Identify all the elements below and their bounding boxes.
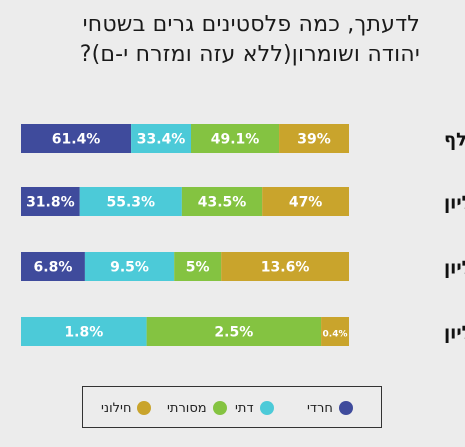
data-label: 33.4% <box>137 132 186 148</box>
circle-dot-icon <box>259 401 274 415</box>
bar-segment-hiloni <box>221 252 349 281</box>
data-label: 1.8% <box>64 325 103 341</box>
category-label: 3 מיליון <box>444 323 465 344</box>
data-label: 43.5% <box>198 195 247 211</box>
legend-item-dati: דתי <box>235 399 274 417</box>
bar-segment-masorti <box>181 187 263 216</box>
chart-title-line-1: לדעתך, כמה פלסטינים גרים בשטחי <box>82 12 420 37</box>
bar-segment-dati <box>21 317 147 346</box>
data-label: 49.1% <box>211 132 260 148</box>
bar-segment-masorti <box>146 317 322 346</box>
data-label: 5% <box>186 260 210 276</box>
legend-label-haredi: חרדי <box>307 400 333 416</box>
category-label: 750 אלף <box>444 130 465 151</box>
chart-title: לדעתך, כמה פלסטינים גרים בשטחי יהודה ושו… <box>20 10 420 70</box>
legend-label-dati: דתי <box>235 400 254 416</box>
category-label: 1.5 מיליון <box>444 193 465 214</box>
data-label: 2.5% <box>214 325 253 341</box>
legend-item-masorti: מסורתי <box>167 399 227 417</box>
legend-label-hiloni: חילוני <box>101 400 132 416</box>
bar-segment-masorti <box>174 252 222 281</box>
data-label: 61.4% <box>52 132 101 148</box>
bar-segment-masorti <box>191 124 280 153</box>
legend-item-haredi: חרדי <box>307 399 353 417</box>
legend: חרדי דתי מסורתי חילוני <box>82 386 382 428</box>
data-label: 55.3% <box>107 195 156 211</box>
bar-segment-hiloni <box>279 124 349 153</box>
bar-segment-haredi <box>21 187 80 216</box>
circle-dot-icon <box>137 401 152 415</box>
data-label: 9.5% <box>110 260 149 276</box>
circle-dot-icon <box>338 401 353 415</box>
bar-segment-dati <box>79 187 182 216</box>
data-label: 39% <box>297 132 331 148</box>
bar-segment-haredi <box>21 124 132 153</box>
data-label: 6.8% <box>34 260 73 276</box>
data-label: 13.6% <box>261 260 310 276</box>
data-label: 31.8% <box>26 195 75 211</box>
circle-dot-icon <box>212 401 227 415</box>
legend-item-hiloni: חילוני <box>101 399 152 417</box>
legend-label-masorti: מסורתי <box>167 400 207 416</box>
bar-segment-hiloni <box>321 317 349 346</box>
bar-segment-hiloni <box>262 187 349 216</box>
stacked-bar-chart: 61.4% 33.4% 49.1% 39% 750 אלף 31.8% 55.3% 43.5%… <box>21 124 465 346</box>
data-label: 47% <box>289 195 323 211</box>
chart-title-line-2: יהודה ושומרון(ללא עזה ומזרח י-ם)? <box>79 42 420 67</box>
bar-segment-dati <box>84 252 175 281</box>
bar-segment-dati <box>131 124 192 153</box>
category-label: 2.5 מיליון <box>444 258 465 279</box>
data-label: 0.4% <box>323 330 348 340</box>
bar-segment-haredi <box>21 252 85 281</box>
